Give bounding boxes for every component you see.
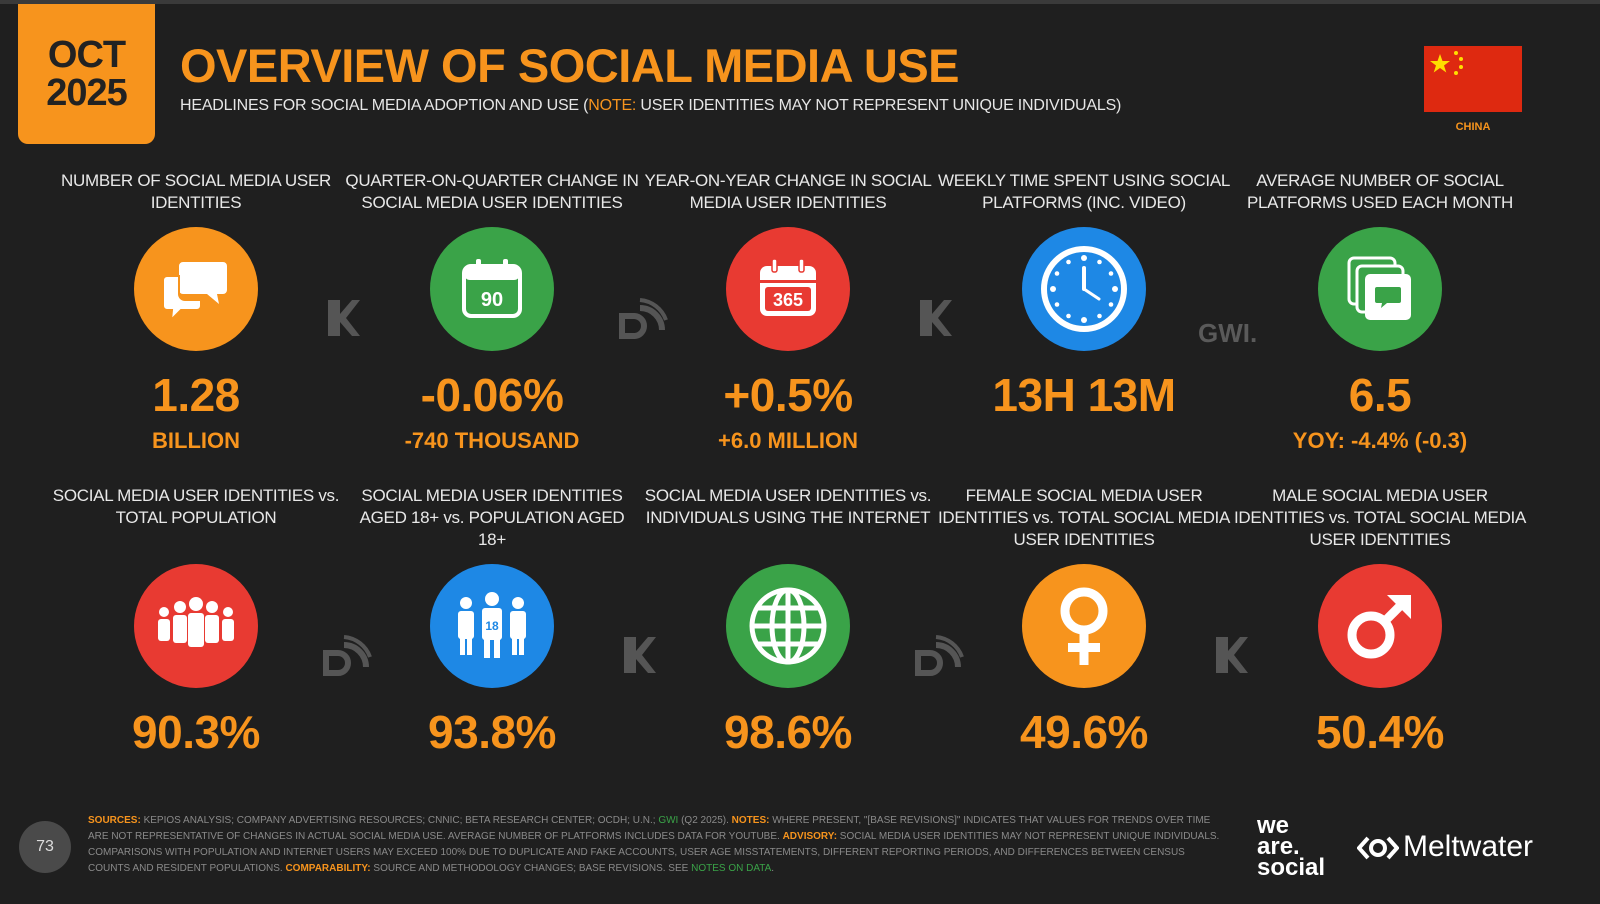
stat-label: AVERAGE NUMBER OF SOCIAL PLATFORMS USED … <box>1246 171 1514 212</box>
date-year: 2025 <box>46 72 128 114</box>
subtitle-text: HEADLINES FOR SOCIAL MEDIA ADOPTION AND … <box>180 97 589 114</box>
stat-subvalue: +6.0 MILLION <box>718 428 858 453</box>
stat-label: SOCIAL MEDIA USER IDENTITIES AGED 18+ vs… <box>359 486 625 549</box>
footer-end: . <box>771 863 775 874</box>
kepios-logo-icon <box>326 298 362 349</box>
brand-are: are. <box>1257 833 1300 860</box>
stat-value: 49.6% <box>1020 706 1148 758</box>
kepios-logo-icon <box>622 635 658 686</box>
country-label: CHINA <box>1455 121 1491 133</box>
people-group-icon <box>134 564 258 688</box>
notes-label: NOTES: <box>731 815 770 826</box>
top-border <box>0 0 1600 4</box>
stat-label: FEMALE SOCIAL MEDIA USER IDENTITIES vs. … <box>937 486 1231 549</box>
footer-sources: SOURCES: KEPIOS ANALYSIS; COMPANY ADVERT… <box>88 813 1223 877</box>
meltwater-logo: Meltwater <box>1356 830 1534 864</box>
stat-label: MALE SOCIAL MEDIA USER IDENTITIES vs. TO… <box>1233 486 1527 549</box>
stat-value: 50.4% <box>1316 706 1444 758</box>
sources-label: SOURCES: <box>88 815 141 826</box>
stat-value: 1.28 <box>152 369 240 421</box>
datareportal-logo-icon <box>618 298 668 349</box>
stat-subvalue: YOY: -4.4% (-0.3) <box>1292 428 1468 453</box>
date-month: OCT <box>47 34 126 76</box>
subtitle-text-rest: USER IDENTITIES MAY NOT REPRESENT UNIQUE… <box>636 97 1122 114</box>
comparability-text: SOURCE AND METHODOLOGY CHANGES; BASE REV… <box>370 863 692 874</box>
calendar-number: 365 <box>773 290 803 310</box>
notes-on-data-link[interactable]: NOTES ON DATA <box>691 863 772 874</box>
kepios-logo-icon <box>918 298 954 349</box>
page-subtitle: HEADLINES FOR SOCIAL MEDIA ADOPTION AND … <box>180 97 1121 115</box>
stacked-chat-icon <box>1318 227 1442 351</box>
stat-value: 90.3% <box>132 706 260 758</box>
page-title: OVERVIEW OF SOCIAL MEDIA USE <box>180 39 960 92</box>
gwi-link[interactable]: GWI <box>658 815 679 826</box>
datareportal-logo-icon <box>322 635 372 686</box>
subtitle-note: NOTE: <box>588 97 637 114</box>
stat-label: SOCIAL MEDIA USER IDENTITIES vs. TOTAL P… <box>52 486 340 527</box>
brand-meltwater: Meltwater <box>1403 830 1534 863</box>
stat-label: NUMBER OF SOCIAL MEDIA USER IDENTITIES <box>61 171 331 212</box>
advisory-text: SOCIAL MEDIA USER IDENTITIES MAY NOT REP… <box>88 831 1220 874</box>
datareportal-logo-icon <box>914 635 964 686</box>
globe-icon <box>726 564 850 688</box>
stat-value: 93.8% <box>428 706 556 758</box>
sources-text: KEPIOS ANALYSIS; COMPANY ADVERTISING RES… <box>140 815 659 826</box>
gwi-logo: GWI. <box>1198 318 1258 348</box>
male-symbol-icon <box>1318 564 1442 688</box>
clock-icon <box>1022 227 1146 351</box>
stat-label: WEEKLY TIME SPENT USING SOCIAL PLATFORMS… <box>937 171 1231 212</box>
we-are-social-logo: we are. social <box>1257 812 1326 881</box>
sources-text-2: (Q2 2025). <box>678 815 732 826</box>
stat-label: QUARTER-ON-QUARTER CHANGE IN SOCIAL MEDI… <box>345 171 639 212</box>
stat-value: +0.5% <box>723 369 853 421</box>
china-flag-icon <box>1424 46 1522 112</box>
stat-subvalue: -740 THOUSAND <box>404 428 580 453</box>
stat-value: 13H 13M <box>992 369 1176 421</box>
stat-value: -0.06% <box>420 369 564 421</box>
brand-social: social <box>1257 854 1326 881</box>
calendar-365-icon: 365 <box>726 227 850 351</box>
meltwater-mark-icon <box>1356 836 1400 860</box>
stat-label: YEAR-ON-YEAR CHANGE IN SOCIAL MEDIA USER… <box>644 171 932 212</box>
kepios-logo-icon <box>1214 635 1250 686</box>
brand-we: we <box>1257 812 1290 839</box>
female-symbol-icon <box>1022 564 1146 688</box>
stat-value: 6.5 <box>1348 369 1412 421</box>
stat-subvalue: BILLION <box>152 428 240 453</box>
advisory-label: ADVISORY: <box>782 831 838 842</box>
notes-text: WHERE PRESENT, "[BASE REVISIONS]" INDICA… <box>88 815 1211 842</box>
page-number: 73 <box>19 821 71 873</box>
adults-18-icon: 18 <box>430 564 554 688</box>
stat-label: SOCIAL MEDIA USER IDENTITIES vs. INDIVID… <box>644 486 932 527</box>
calendar-number: 90 <box>481 289 503 311</box>
comparability-label: COMPARABILITY: <box>285 863 371 874</box>
date-badge: OCT 2025 <box>18 4 155 144</box>
stat-value: 98.6% <box>724 706 852 758</box>
age-number: 18 <box>485 619 499 633</box>
speech-bubbles-icon <box>134 227 258 351</box>
calendar-90-icon: 90 <box>430 227 554 351</box>
